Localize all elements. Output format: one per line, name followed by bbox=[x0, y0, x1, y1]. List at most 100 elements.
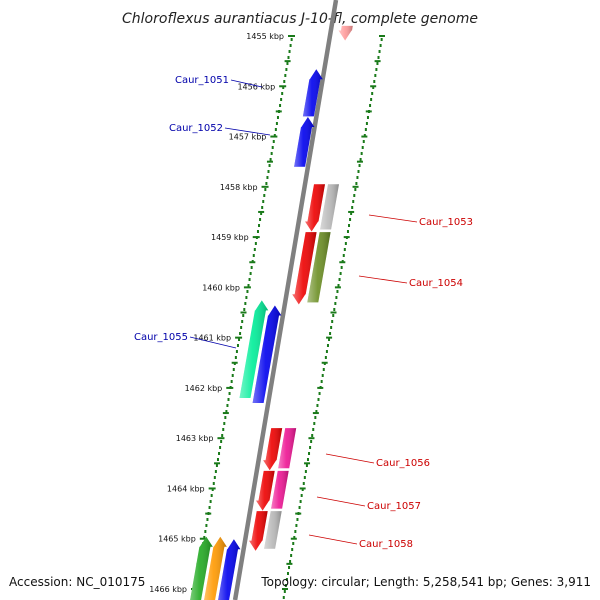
kbp-minor-tick bbox=[275, 110, 282, 113]
track-dot bbox=[254, 242, 257, 245]
kbp-tick-mark-right bbox=[352, 185, 359, 188]
kbp-tick-mark bbox=[235, 336, 243, 339]
track-dot bbox=[377, 56, 380, 59]
track-dot bbox=[380, 38, 383, 41]
track-dot bbox=[216, 458, 219, 461]
track-dot bbox=[337, 284, 340, 287]
track-dot bbox=[280, 98, 283, 101]
kbp-minor-tick bbox=[356, 160, 363, 163]
kbp-minor-tick bbox=[312, 412, 319, 415]
gene-caur_1055-shade bbox=[239, 300, 269, 398]
track-dot bbox=[247, 284, 250, 287]
track-dot bbox=[317, 398, 320, 401]
track-dot bbox=[302, 482, 305, 485]
track-dot bbox=[271, 146, 274, 149]
kbp-minor-tick bbox=[330, 311, 337, 314]
kbp-tick-label: 1465 kbp bbox=[158, 535, 196, 544]
kbp-minor-tick bbox=[249, 261, 256, 264]
right-tick-track bbox=[282, 38, 383, 599]
track-dot bbox=[226, 404, 229, 407]
kbp-tick-mark bbox=[208, 487, 216, 490]
leader-line bbox=[230, 79, 263, 88]
track-dot bbox=[306, 458, 309, 461]
gene-caur_1057-shade bbox=[256, 470, 275, 511]
track-dot bbox=[241, 320, 244, 323]
kbp-tick-mark-right bbox=[317, 386, 324, 389]
track-dot bbox=[355, 182, 358, 185]
kbp-tick-mark-right bbox=[361, 135, 368, 138]
kbp-tick-mark-right bbox=[308, 437, 315, 440]
kbp-tick-label: 1461 kbp bbox=[193, 334, 231, 343]
track-dot bbox=[244, 302, 247, 305]
kbp-minor-tick bbox=[339, 261, 346, 264]
kbp-tick-mark bbox=[288, 35, 295, 37]
track-dot bbox=[364, 128, 367, 131]
gene-blue-bottom-shade bbox=[218, 539, 241, 600]
track-dot bbox=[258, 224, 261, 227]
track-dot bbox=[320, 380, 323, 383]
track-dot bbox=[372, 86, 375, 89]
track-dot bbox=[249, 272, 252, 275]
kbp-tick-mark bbox=[252, 236, 260, 239]
kbp-tick-mark-right bbox=[326, 336, 333, 339]
track-dot bbox=[288, 566, 291, 569]
track-dot bbox=[325, 350, 328, 353]
track-dot bbox=[227, 398, 230, 401]
track-dot bbox=[303, 476, 306, 479]
gene-caur_1054-product-shade bbox=[307, 232, 331, 303]
track-dot bbox=[272, 140, 275, 143]
gene-caur_1058-shade bbox=[249, 511, 268, 551]
kbp-minor-tick bbox=[240, 311, 247, 314]
kbp-tick-label: 1463 kbp bbox=[176, 434, 214, 443]
track-dot bbox=[220, 440, 223, 443]
gene-top-partial-shade bbox=[338, 25, 353, 41]
track-dot bbox=[243, 308, 246, 311]
gene-label-caur_1051: Caur_1051 bbox=[175, 75, 229, 86]
track-dot bbox=[250, 266, 253, 269]
gene-caur_1051-shade bbox=[302, 69, 323, 117]
gene-features bbox=[190, 25, 353, 600]
kbp-tick-label: 1457 kbp bbox=[229, 133, 267, 142]
track-dot bbox=[205, 524, 208, 527]
kbp-tick-mark-right bbox=[343, 236, 350, 239]
kbp-tick-mark bbox=[226, 386, 234, 389]
kbp-minor-tick bbox=[258, 210, 265, 213]
leader-line bbox=[325, 453, 375, 464]
track-dot bbox=[354, 188, 357, 191]
track-dot bbox=[259, 218, 262, 221]
track-dot bbox=[287, 56, 290, 59]
track-dot bbox=[291, 548, 294, 551]
track-dot bbox=[285, 578, 288, 581]
track-dot bbox=[268, 164, 271, 167]
track-dot bbox=[234, 356, 237, 359]
kbp-tick-mark bbox=[270, 135, 278, 138]
track-dot bbox=[288, 50, 291, 53]
kbp-tick-mark bbox=[261, 185, 269, 188]
leader-line bbox=[224, 127, 271, 136]
kbp-tick-mark-right bbox=[282, 588, 288, 590]
track-dot bbox=[344, 242, 347, 245]
kbp-minor-tick bbox=[286, 562, 293, 565]
track-dot bbox=[312, 428, 315, 431]
track-dot bbox=[290, 38, 293, 41]
track-dot bbox=[281, 92, 284, 95]
track-dot bbox=[263, 194, 266, 197]
kbp-tick-mark bbox=[217, 437, 225, 440]
track-dot bbox=[209, 500, 212, 503]
track-dot bbox=[365, 122, 368, 125]
track-dot bbox=[343, 248, 346, 251]
kbp-minor-tick bbox=[374, 60, 381, 63]
track-dot bbox=[236, 344, 239, 347]
track-dot bbox=[375, 68, 378, 71]
gene-caur_1053-product-shade bbox=[320, 184, 339, 230]
track-dot bbox=[267, 170, 270, 173]
leader-line bbox=[308, 534, 358, 545]
track-dot bbox=[313, 422, 316, 425]
track-dot bbox=[352, 200, 355, 203]
track-dot bbox=[371, 92, 374, 95]
track-dot bbox=[335, 296, 338, 299]
track-dot bbox=[252, 254, 255, 257]
kbp-tick-mark bbox=[279, 85, 287, 88]
track-dot bbox=[261, 206, 264, 209]
